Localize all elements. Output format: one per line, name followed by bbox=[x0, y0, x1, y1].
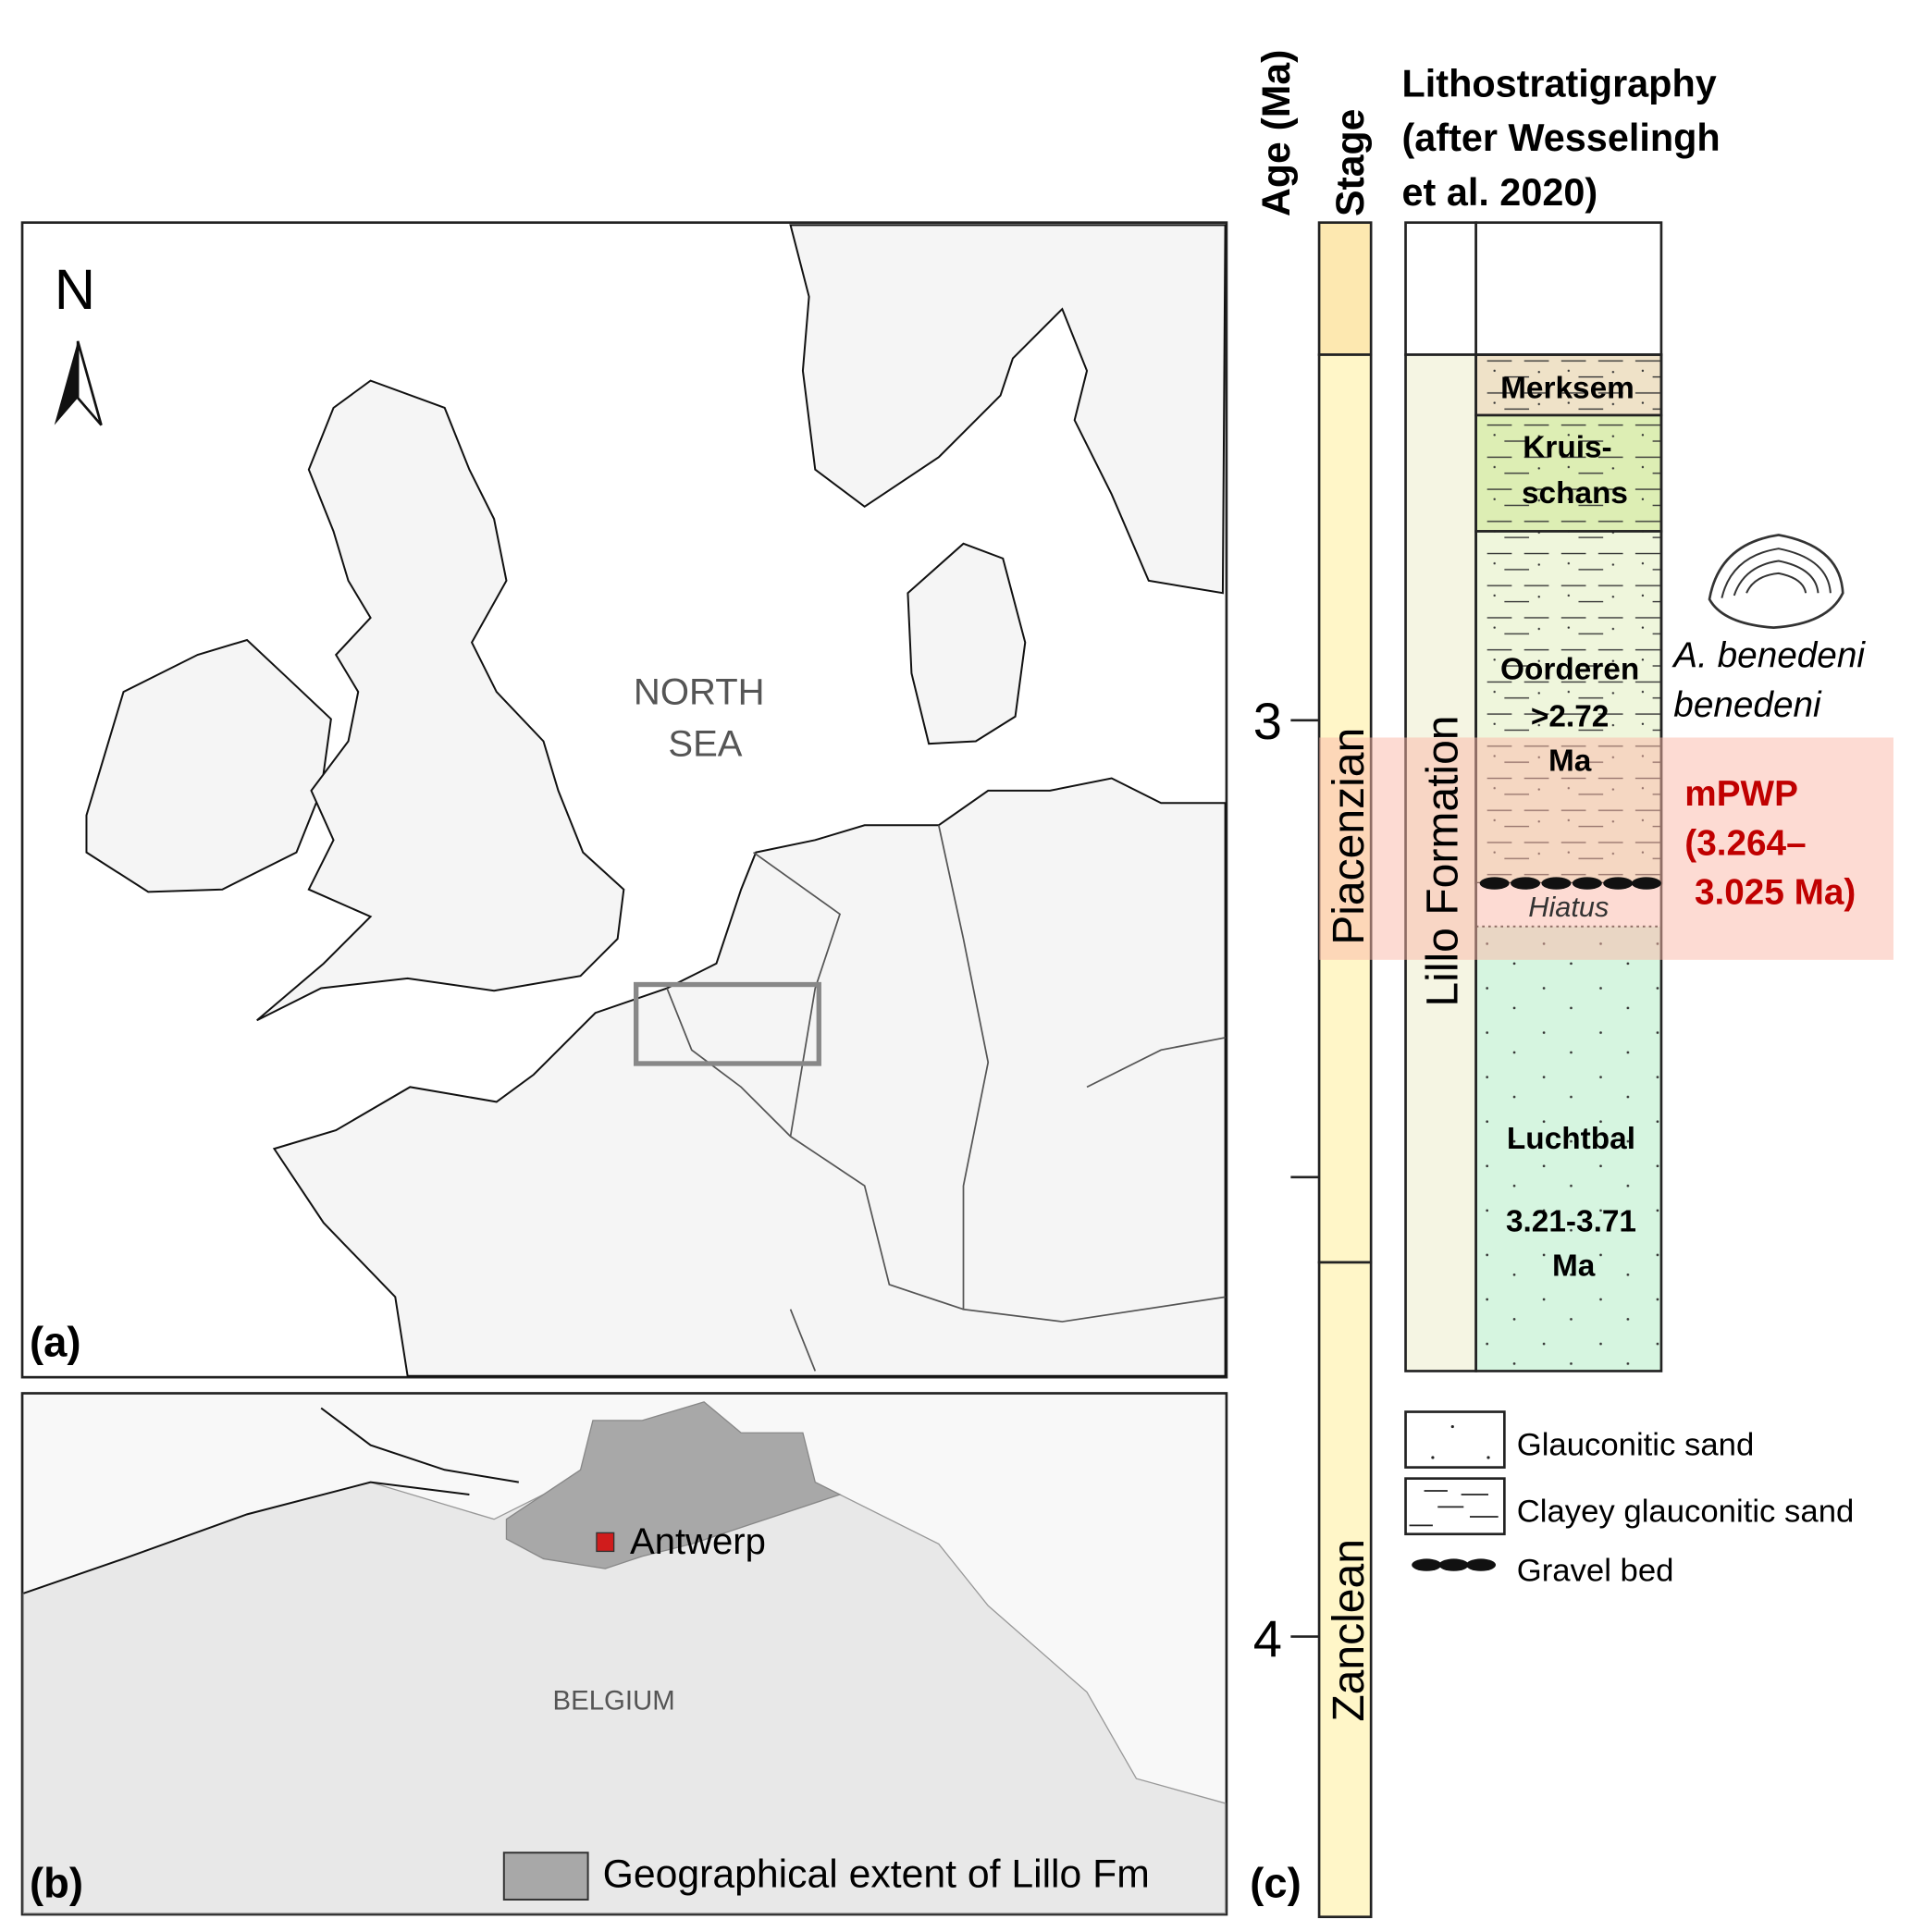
mpwp-label-2: (3.264– bbox=[1684, 823, 1806, 863]
luchtbal-hatch bbox=[1475, 926, 1661, 1372]
formation-label: Lillo Formation bbox=[1418, 715, 1468, 1006]
stage-header: Stage bbox=[1328, 109, 1373, 216]
stage-upper bbox=[1317, 221, 1373, 356]
oorderen-label-2: >2.72 bbox=[1531, 699, 1609, 733]
mpwp-band bbox=[1319, 737, 1893, 960]
age-label-3: 3 bbox=[1253, 692, 1282, 750]
lillo-extent-area bbox=[505, 1401, 842, 1569]
country-borders bbox=[666, 825, 1226, 1372]
litho-header-line1: Lithostratigraphy bbox=[1402, 62, 1717, 105]
sea-label-line1: NORTH bbox=[634, 671, 765, 712]
great-britain-land bbox=[256, 379, 625, 1022]
stage-zanclean bbox=[1317, 1261, 1373, 1918]
luchtbal-label-1: Luchtbal bbox=[1507, 1122, 1635, 1156]
litho-header-line2: (after Wesselingh bbox=[1402, 117, 1721, 159]
luchtbal-label-3: Ma bbox=[1552, 1249, 1596, 1284]
legend-gravel-bed: Gravel bed bbox=[1517, 1553, 1674, 1588]
study-area-box bbox=[633, 981, 821, 1066]
panel-c-label: (c) bbox=[1250, 1859, 1301, 1906]
panel-b-label: (b) bbox=[30, 1859, 83, 1906]
map-panel-a: N NORTH SEA (a) bbox=[20, 221, 1228, 1379]
map-panel-b: Antwerp BELGIUM Geographical extent of L… bbox=[20, 1392, 1228, 1916]
denmark-land bbox=[907, 542, 1027, 745]
scandinavia-land bbox=[789, 224, 1227, 595]
bivalve-shell-icon bbox=[1708, 534, 1844, 629]
member-column-top bbox=[1474, 221, 1663, 356]
stratigraphy-panel-c: Age (Ma) Stage Lithostratigraphy (after … bbox=[1250, 50, 1893, 1918]
species-label-2: benedeni bbox=[1673, 685, 1822, 725]
gravel-bed-icon bbox=[1479, 877, 1661, 890]
belgium-label: BELGIUM bbox=[553, 1685, 675, 1716]
lillo-legend-swatch bbox=[502, 1852, 589, 1901]
species-label-1: A. benedeni bbox=[1671, 635, 1866, 675]
mpwp-label-1: mPWP bbox=[1684, 774, 1798, 814]
kruisschans-label-1: Kruis- bbox=[1523, 430, 1611, 464]
hiatus-label: Hiatus bbox=[1528, 891, 1609, 923]
age-label-4: 4 bbox=[1253, 1609, 1282, 1667]
mpwp-label-3: 3.025 Ma) bbox=[1695, 873, 1856, 913]
kruisschans-label-2: schans bbox=[1522, 476, 1628, 511]
stage-label-zanclean: Zanclean bbox=[1324, 1539, 1374, 1722]
north-label: N bbox=[55, 258, 95, 322]
litho-header-line3: et al. 2020) bbox=[1402, 171, 1598, 214]
panel-a-label: (a) bbox=[30, 1318, 80, 1365]
gravel-legend-icon bbox=[1412, 1558, 1497, 1571]
lillo-legend-label: Geographical extent of Lillo Fm bbox=[603, 1852, 1150, 1897]
sea-label-line2: SEA bbox=[668, 724, 742, 765]
antwerp-label: Antwerp bbox=[630, 1521, 766, 1562]
continent-land bbox=[272, 777, 1227, 1377]
legend-clayey-glauconitic-sand: Clayey glauconitic sand bbox=[1517, 1494, 1855, 1529]
oorderen-label-3: Ma bbox=[1548, 744, 1592, 779]
legend-glauconitic-sand: Glauconitic sand bbox=[1517, 1427, 1755, 1462]
antwerp-marker-icon bbox=[596, 1532, 615, 1553]
stage-label-piacenzian: Piacenzian bbox=[1324, 728, 1374, 945]
ireland-land bbox=[85, 638, 332, 893]
luchtbal-label-2: 3.21-3.71 bbox=[1506, 1205, 1636, 1239]
merksem-label: Merksem bbox=[1500, 371, 1634, 405]
coastline-b bbox=[23, 1407, 519, 1594]
formation-column-top bbox=[1404, 221, 1477, 356]
litho-legend: Glauconitic sand Clayey glauconitic sand… bbox=[1404, 1410, 1855, 1588]
oorderen-label-1: Oorderen bbox=[1500, 653, 1639, 687]
glauconitic-sand-swatch bbox=[1404, 1410, 1506, 1469]
age-header: Age (Ma) bbox=[1254, 50, 1299, 216]
